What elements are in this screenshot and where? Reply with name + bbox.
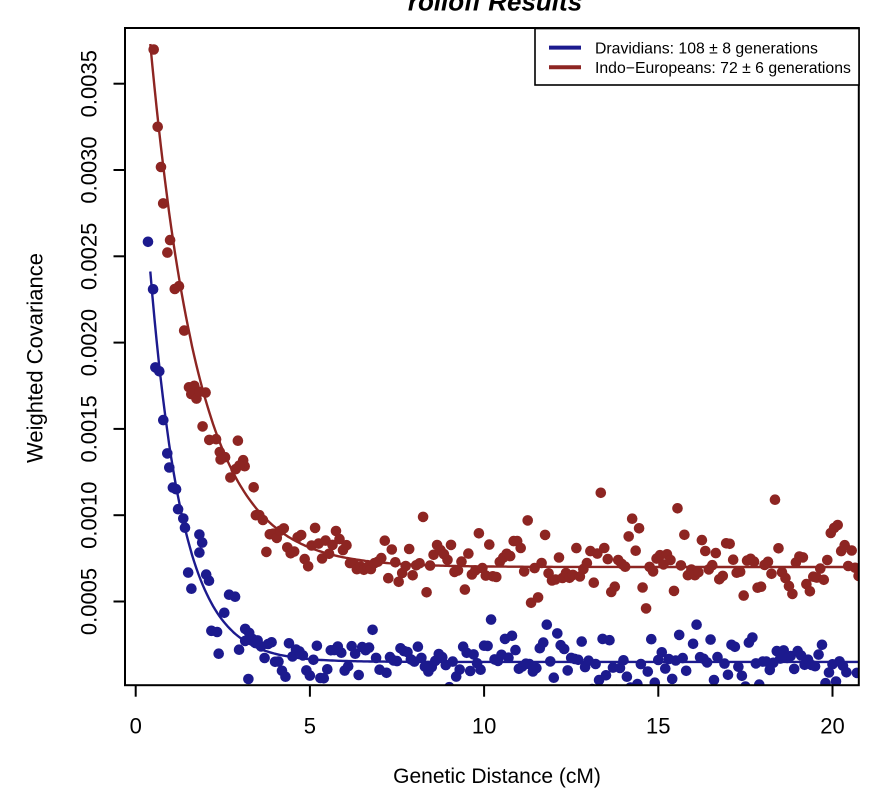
svg-text:Genetic Distance (cM): Genetic Distance (cM)	[393, 765, 601, 788]
svg-text:0.0030: 0.0030	[77, 136, 102, 203]
svg-text:20: 20	[820, 714, 844, 739]
svg-text:rolloff Results: rolloff Results	[408, 0, 582, 17]
svg-text:5: 5	[304, 714, 316, 739]
svg-text:10: 10	[472, 714, 496, 739]
svg-text:Dravidians: 108 ± 8 generation: Dravidians: 108 ± 8 generations	[595, 40, 818, 57]
svg-text:0.0015: 0.0015	[77, 395, 102, 462]
svg-text:0.0035: 0.0035	[77, 50, 102, 117]
svg-text:Indo−Europeans: 72 ± 6 generat: Indo−Europeans: 72 ± 6 generations	[595, 60, 851, 77]
svg-text:0.0005: 0.0005	[77, 568, 102, 635]
svg-text:0.0020: 0.0020	[77, 309, 102, 376]
svg-text:Weighted Covariance: Weighted Covariance	[23, 253, 48, 463]
svg-text:15: 15	[646, 714, 670, 739]
svg-text:0.0025: 0.0025	[77, 223, 102, 290]
svg-text:0.0010: 0.0010	[77, 482, 102, 549]
svg-text:0: 0	[130, 714, 142, 739]
